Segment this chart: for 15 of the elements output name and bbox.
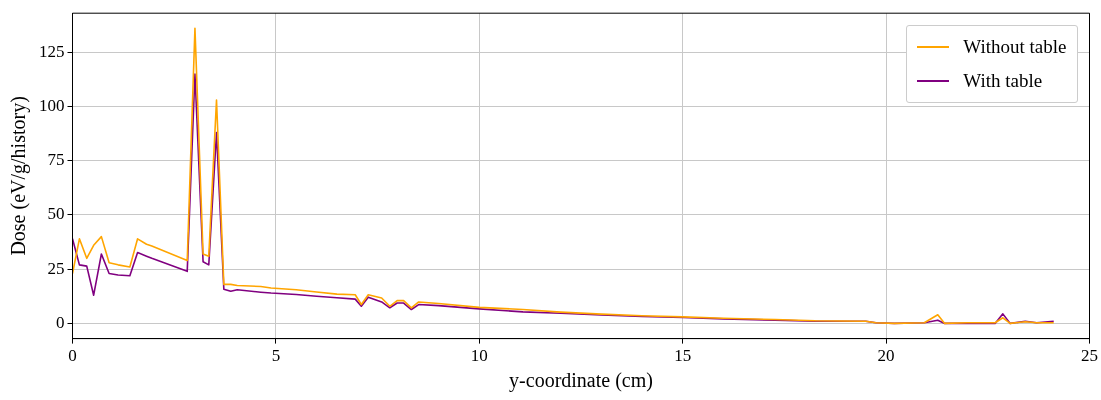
y-tick-label: 0 <box>56 312 65 332</box>
x-axis-title: y-coordinate (cm) <box>509 369 653 393</box>
y-tick-label: 125 <box>39 41 65 61</box>
x-tick-label: 25 <box>1081 346 1098 366</box>
x-tick-label: 15 <box>674 346 692 366</box>
x-tick-label: 5 <box>271 346 281 366</box>
x-tick-label: 20 <box>877 346 895 366</box>
y-tick-label: 25 <box>47 258 65 278</box>
legend-label: With table <box>963 70 1043 93</box>
y-tick-label: 100 <box>39 95 65 115</box>
y-tick-label: 50 <box>47 204 65 224</box>
x-tick-label: 10 <box>470 346 488 366</box>
y-tick-label: 75 <box>47 150 65 170</box>
y-axis-title: Dose (eV/g/history) <box>7 96 31 256</box>
legend-label: Without table <box>963 36 1067 59</box>
